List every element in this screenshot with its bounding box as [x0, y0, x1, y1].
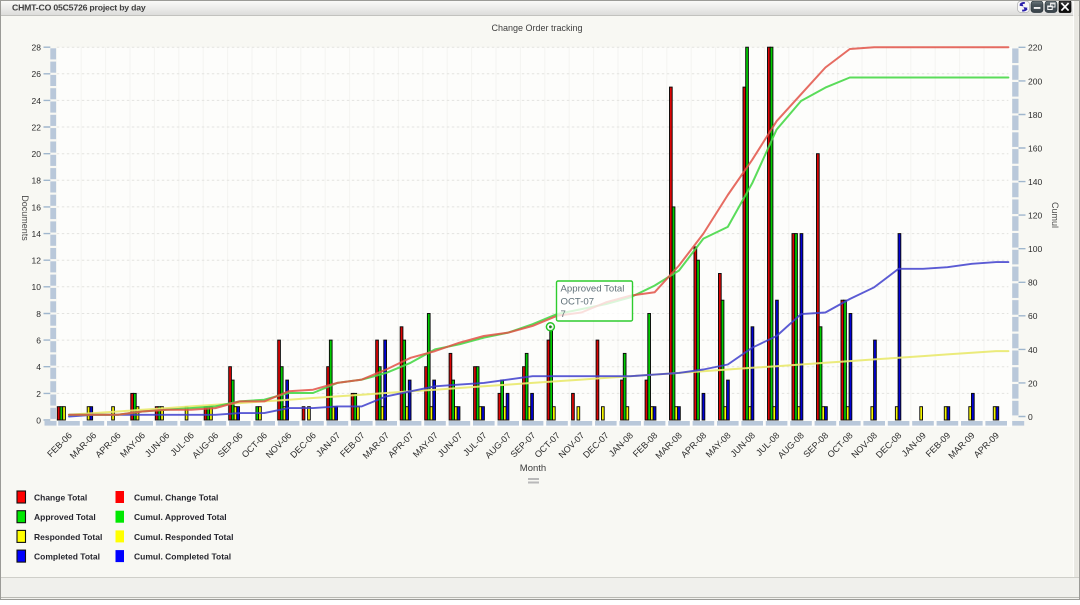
- svg-text:Cumul. Approved Total: Cumul. Approved Total: [134, 512, 227, 522]
- svg-text:18: 18: [32, 176, 42, 186]
- svg-text:Responded Total: Responded Total: [34, 532, 102, 542]
- svg-text:Completed Total: Completed Total: [34, 552, 100, 562]
- svg-text:6: 6: [36, 336, 41, 346]
- svg-text:Approved Total: Approved Total: [34, 512, 96, 522]
- svg-text:12: 12: [32, 256, 42, 266]
- svg-text:Cumul: Cumul: [1050, 202, 1060, 228]
- svg-text:Cumul. Completed Total: Cumul. Completed Total: [134, 552, 231, 562]
- svg-text:220: 220: [1028, 43, 1042, 53]
- svg-text:20: 20: [32, 149, 42, 159]
- svg-text:10: 10: [32, 282, 42, 292]
- svg-text:200: 200: [1028, 76, 1042, 86]
- svg-text:Cumul. Responded Total: Cumul. Responded Total: [134, 532, 233, 542]
- svg-text:Approved Total: Approved Total: [561, 284, 625, 295]
- svg-text:26: 26: [32, 69, 42, 79]
- svg-text:Change Total: Change Total: [34, 493, 87, 503]
- svg-text:28: 28: [32, 43, 42, 53]
- svg-text:Cumul. Change Total: Cumul. Change Total: [134, 493, 218, 503]
- svg-text:40: 40: [1028, 345, 1038, 355]
- svg-text:80: 80: [1028, 278, 1038, 288]
- svg-text:20: 20: [1028, 378, 1038, 388]
- svg-text:Change Order tracking: Change Order tracking: [491, 23, 582, 33]
- svg-text:14: 14: [32, 229, 42, 239]
- svg-text:Documents: Documents: [20, 195, 30, 241]
- svg-text:24: 24: [32, 96, 42, 106]
- svg-text:100: 100: [1028, 244, 1042, 254]
- svg-text:0: 0: [36, 415, 41, 425]
- svg-text:0: 0: [1028, 412, 1033, 422]
- svg-text:CHMT-CO 05C5726 project by day: CHMT-CO 05C5726 project by day: [12, 3, 146, 13]
- svg-text:2: 2: [36, 389, 41, 399]
- svg-text:160: 160: [1028, 143, 1042, 153]
- svg-text:4: 4: [36, 362, 41, 372]
- svg-text:OCT-07: OCT-07: [561, 297, 595, 308]
- svg-text:Month: Month: [520, 463, 546, 474]
- svg-text:16: 16: [32, 202, 42, 212]
- svg-text:22: 22: [32, 122, 42, 132]
- svg-text:140: 140: [1028, 177, 1042, 187]
- svg-text:8: 8: [36, 309, 41, 319]
- svg-text:7: 7: [561, 309, 566, 320]
- svg-text:180: 180: [1028, 110, 1042, 120]
- svg-text:120: 120: [1028, 211, 1042, 221]
- svg-text:60: 60: [1028, 311, 1038, 321]
